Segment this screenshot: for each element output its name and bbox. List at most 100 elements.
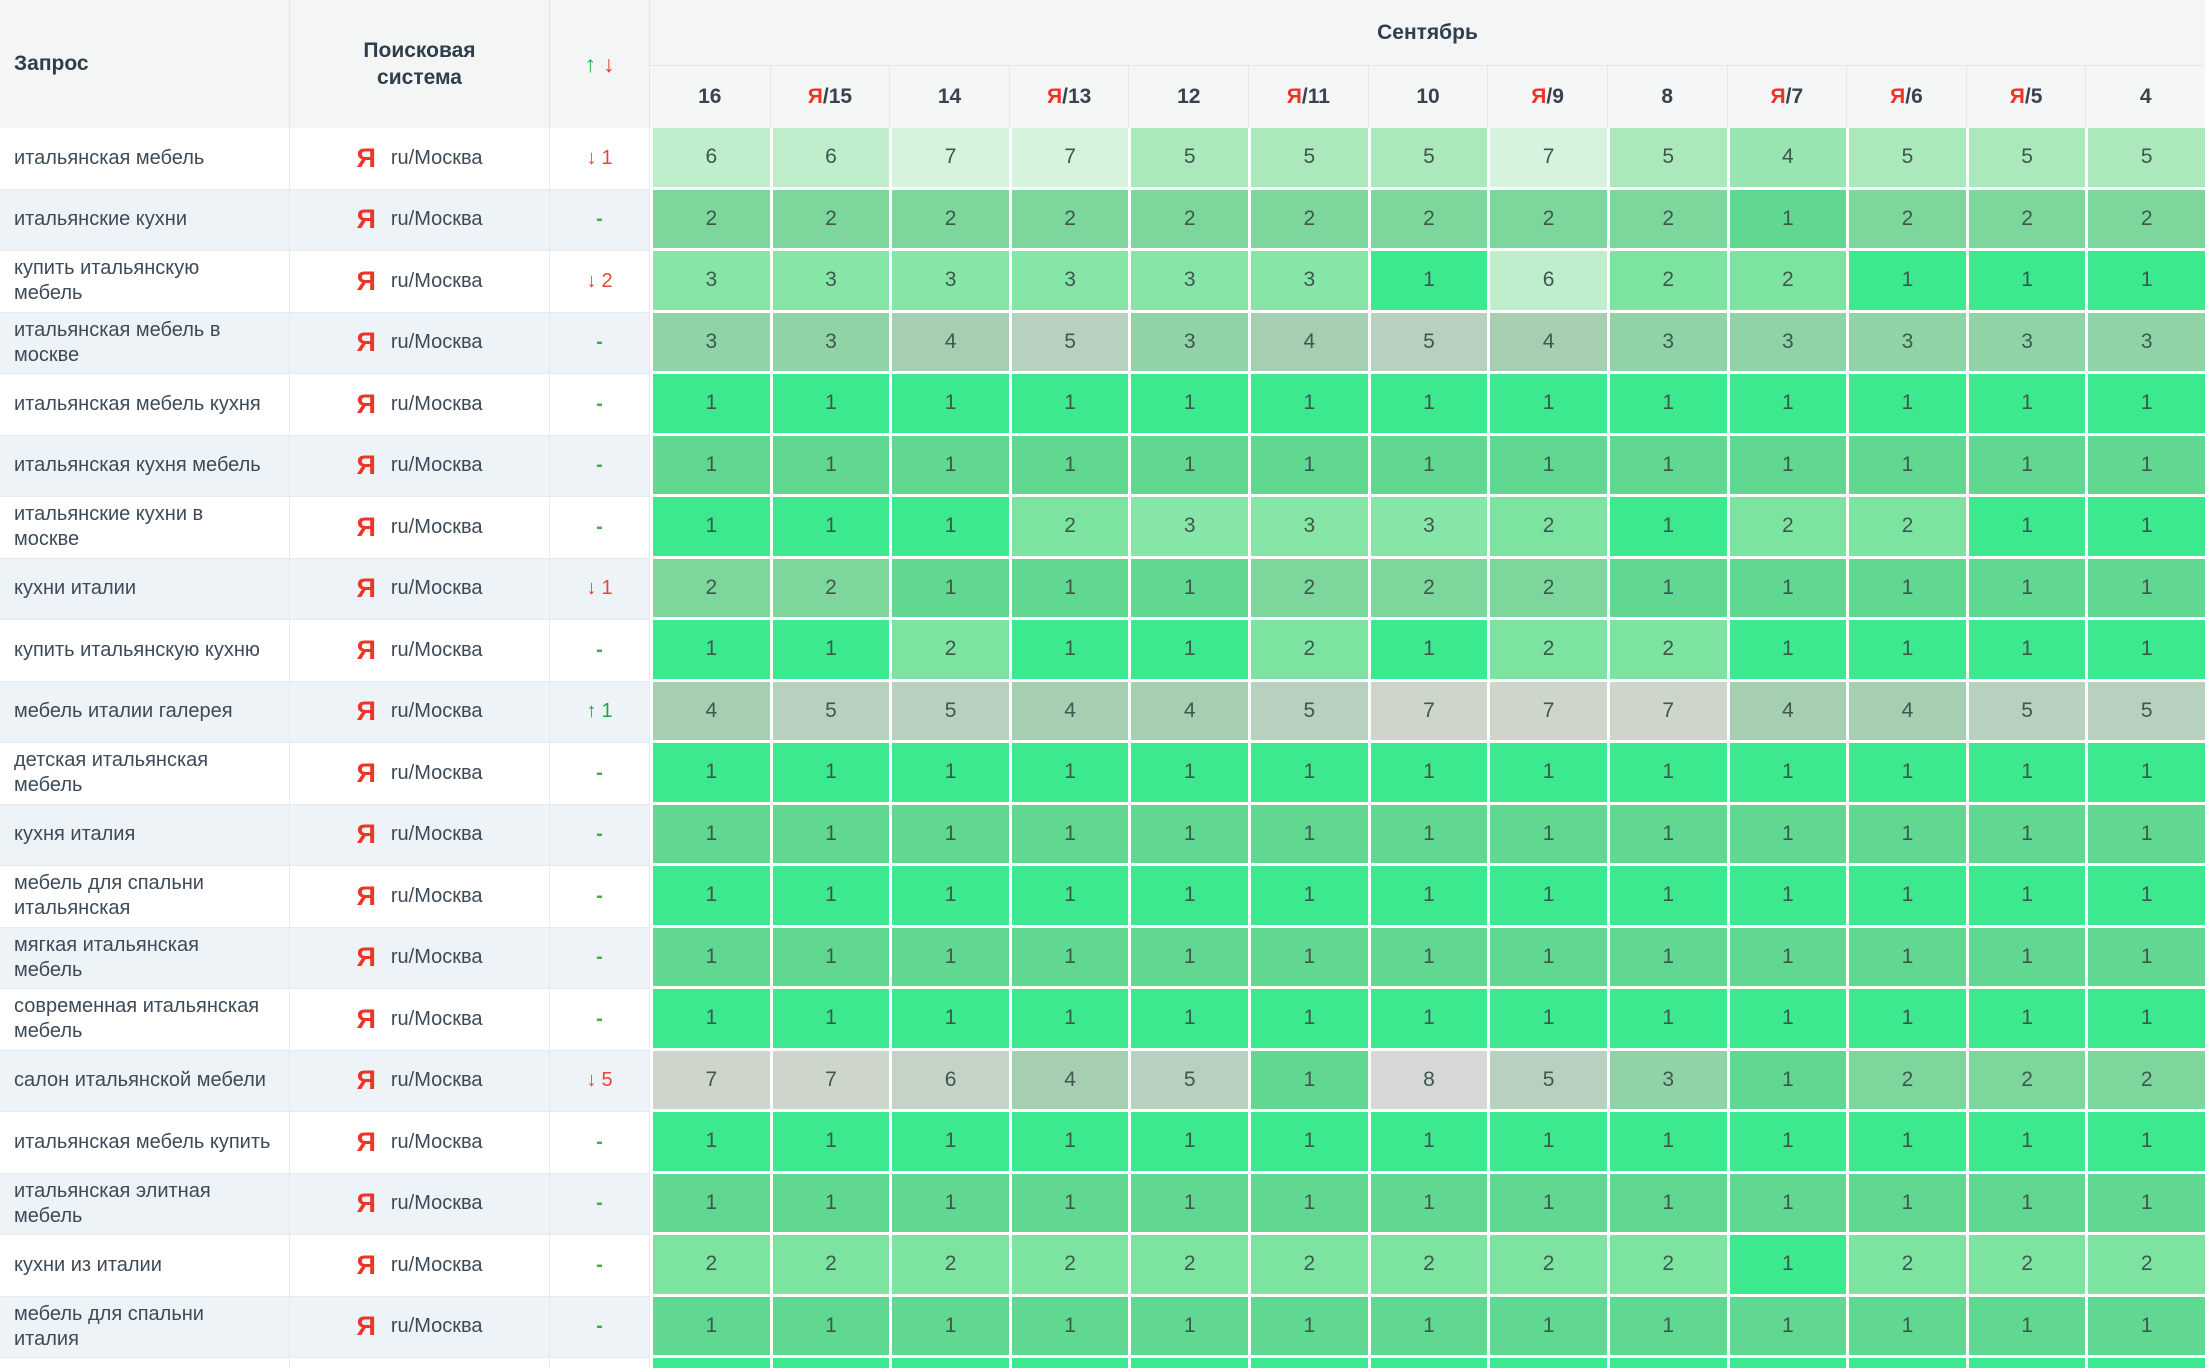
yandex-icon: Я — [356, 388, 376, 419]
date-column-header[interactable]: Я/7 — [1726, 66, 1847, 128]
position-cell: 3 — [1606, 1050, 1727, 1112]
position-cell: 5 — [1367, 128, 1488, 190]
yandex-icon: Я — [356, 1003, 376, 1034]
position-cell: 1 — [769, 866, 890, 928]
position-cell: 1 — [1846, 866, 1966, 928]
yandex-icon: Я — [356, 1249, 376, 1280]
date-column-header[interactable]: 14 — [889, 66, 1009, 128]
position-cell: 2 — [889, 1235, 1009, 1297]
position-cell: 1 — [1726, 374, 1847, 436]
position-cell: 1 — [1965, 866, 2086, 928]
position-cell: 2 — [1965, 1235, 2086, 1297]
position-cell: 3 — [1008, 251, 1129, 313]
position-cell: 1 — [1367, 1112, 1488, 1174]
col-header-query[interactable]: Запрос — [0, 0, 290, 128]
date-column-header[interactable]: Я/9 — [1487, 66, 1607, 128]
yandex-icon: Я — [356, 450, 376, 481]
position-cell: 5 — [1128, 128, 1249, 190]
date-column-header[interactable]: Я/6 — [1846, 66, 1966, 128]
date-column-header[interactable]: Я/13 — [1008, 66, 1129, 128]
change-cell: ↓ 1 — [550, 128, 650, 190]
no-change-dash: - — [596, 761, 603, 784]
position-cell: 1 — [650, 1112, 770, 1174]
date-column-header[interactable]: 12 — [1128, 66, 1249, 128]
date-column-header[interactable]: Я/5 — [1965, 66, 2086, 128]
position-cell: 1 — [1008, 558, 1129, 620]
position-cell: 1 — [1128, 743, 1249, 805]
position-cell: 2 — [889, 620, 1009, 682]
position-cell: 1 — [1367, 927, 1488, 989]
change-cell: - — [550, 312, 650, 374]
date-column-header[interactable]: 4 — [2085, 66, 2205, 128]
position-cell: 2 — [1965, 189, 2086, 251]
no-change-dash: - — [596, 1192, 603, 1215]
date-separator: / — [1785, 85, 1792, 108]
date-label: 8 — [1661, 85, 1674, 108]
position-cell: 3 — [2085, 312, 2205, 374]
position-cell: 1 — [2085, 1173, 2205, 1235]
change-cell: ↓ 5 — [550, 1050, 650, 1112]
yandex-icon: Я — [356, 265, 376, 296]
position-cell: 1 — [889, 866, 1009, 928]
date-columns-header: Сентябрь 16 Я/15 14 Я/13 12 Я/11 10 Я/9 8 Я/7 Я/6 Я… — [650, 0, 2205, 128]
query-cell: итальянские кухни — [0, 189, 290, 251]
position-cell: 5 — [1965, 128, 2086, 190]
date-separator: / — [1301, 85, 1308, 108]
position-cell: 4 — [1128, 681, 1249, 743]
col-header-search-engine[interactable]: Поисковая система — [290, 0, 550, 128]
position-cell: 2 — [1008, 1235, 1129, 1297]
position-cell: 1 — [1367, 1173, 1488, 1235]
region-label: ru/Москва — [390, 146, 483, 169]
date-column-header[interactable]: Я/15 — [769, 66, 890, 128]
query-cell: кухни италии — [0, 558, 290, 620]
position-cell: 1 — [1487, 374, 1607, 436]
date-column-header[interactable]: 8 — [1606, 66, 1727, 128]
position-cell: 1 — [1726, 435, 1847, 497]
col-header-change[interactable]: ↑ ↓ — [550, 0, 650, 128]
date-column-header[interactable]: 16 — [650, 66, 770, 128]
query-cell: детская итальянская мебель — [0, 743, 290, 805]
date-column-header[interactable]: 10 — [1367, 66, 1488, 128]
position-cell: 1 — [1606, 374, 1727, 436]
position-cell: 6 — [650, 128, 770, 190]
position-cell: 1 — [1726, 866, 1847, 928]
position-cell: 1 — [1367, 743, 1488, 805]
query-cell: итальянская элитная мебель — [0, 1173, 290, 1235]
change-cell: - — [550, 927, 650, 989]
position-cell: 4 — [1248, 312, 1368, 374]
position-cell: 4 — [889, 312, 1009, 374]
position-cell: 2 — [1846, 189, 1966, 251]
position-cell: 2 — [1008, 189, 1129, 251]
date-column-header[interactable]: Я/11 — [1248, 66, 1368, 128]
position-cell: 1 — [1965, 1296, 2086, 1358]
position-cell: 1 — [1008, 620, 1129, 682]
yandex-icon: Я — [356, 1311, 376, 1342]
position-cell: 2 — [1128, 189, 1249, 251]
position-cell: 1 — [1846, 620, 1966, 682]
position-cell: 1 — [1248, 927, 1368, 989]
region-label: ru/Москва — [390, 392, 483, 415]
